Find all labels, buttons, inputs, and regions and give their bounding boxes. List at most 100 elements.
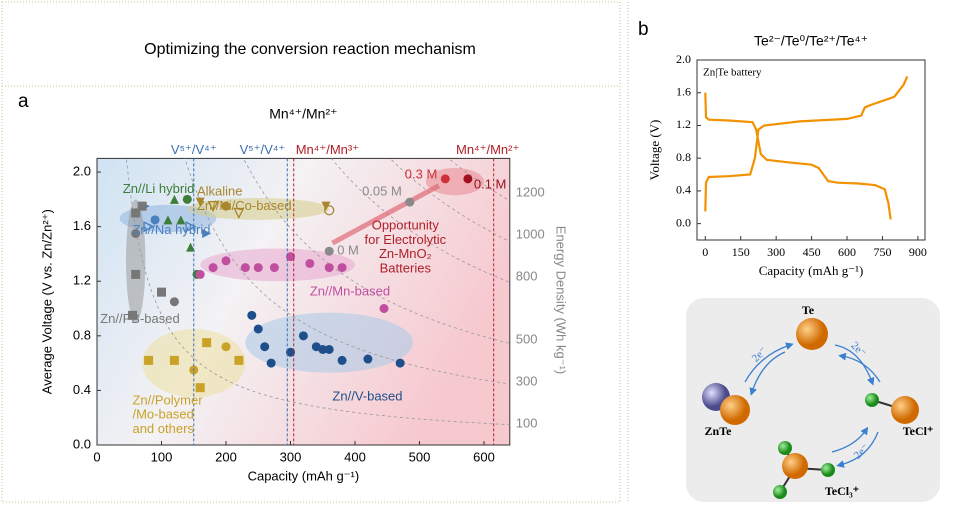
group-label: Zn//V-based bbox=[332, 389, 402, 404]
point bbox=[195, 269, 205, 279]
panel-label: a bbox=[18, 91, 29, 112]
annotation: Zn|Te battery bbox=[703, 67, 762, 79]
x-tick-label: 200 bbox=[215, 449, 237, 464]
y-axis-label: Voltage (V) bbox=[647, 120, 662, 181]
x-tick-label: 450 bbox=[803, 245, 821, 259]
energy-curve bbox=[125, 158, 510, 426]
y-tick-label: 0.4 bbox=[73, 382, 91, 397]
arrow bbox=[838, 352, 881, 383]
point bbox=[131, 228, 141, 238]
point bbox=[379, 304, 389, 314]
group-label: Zn//Polymer/Mo-based and others bbox=[132, 393, 203, 437]
atom bbox=[821, 463, 835, 477]
point bbox=[207, 201, 219, 213]
point bbox=[463, 174, 473, 184]
point bbox=[137, 201, 147, 211]
y-tick-label: 0.8 bbox=[676, 150, 691, 164]
atom bbox=[796, 318, 828, 350]
point bbox=[208, 263, 218, 273]
point-label: 0.3 M bbox=[405, 166, 438, 181]
point bbox=[337, 355, 347, 365]
atom bbox=[782, 453, 808, 479]
point bbox=[143, 221, 155, 233]
x-tick-label: 0 bbox=[702, 245, 708, 259]
x-tick-label: 0 bbox=[93, 449, 100, 464]
panel-label: b bbox=[638, 19, 649, 40]
node-label: TeCl₃⁺ bbox=[825, 484, 859, 498]
point bbox=[195, 383, 205, 393]
x-axis-label: Capacity (mAh g⁻¹) bbox=[248, 468, 360, 483]
node-label: ZnTe bbox=[705, 424, 733, 438]
reference-label: Mn⁴⁺/Mn²⁺ bbox=[456, 142, 519, 157]
energy-curve bbox=[243, 158, 510, 344]
curve bbox=[704, 92, 892, 220]
point bbox=[324, 205, 335, 216]
y-tick-label: 1.6 bbox=[676, 84, 691, 98]
reference-label: Mn⁴⁺/Mn³⁺ bbox=[296, 142, 359, 157]
diagram-box bbox=[686, 298, 940, 502]
reference-label: V⁵⁺/V⁴⁺ bbox=[171, 142, 217, 157]
point bbox=[337, 263, 347, 273]
x-tick-label: 100 bbox=[151, 449, 173, 464]
point bbox=[324, 246, 334, 256]
y-tick-label: 0.0 bbox=[676, 215, 691, 229]
y-axis-label: Average Voltage (V vs. Zn/Zn²⁺) bbox=[39, 209, 54, 394]
point bbox=[240, 263, 250, 273]
point bbox=[169, 194, 179, 204]
energy-curve bbox=[330, 158, 510, 283]
panel-border bbox=[1, 1, 621, 503]
group-label: Zn//Mn-based bbox=[310, 284, 390, 299]
point bbox=[195, 197, 205, 207]
point-label: 0.1 M bbox=[474, 176, 507, 191]
point bbox=[234, 355, 244, 365]
point bbox=[298, 331, 308, 341]
point-label: 0 M bbox=[337, 243, 359, 258]
plot-frame bbox=[696, 59, 926, 241]
x-tick-label: 150 bbox=[732, 245, 750, 259]
x-tick-label: 750 bbox=[873, 245, 891, 259]
point bbox=[131, 208, 141, 218]
point bbox=[395, 358, 405, 368]
group-region bbox=[126, 199, 146, 323]
node-label: TeCl⁺ bbox=[903, 424, 934, 438]
y-tick-label: 0.0 bbox=[73, 436, 91, 451]
point bbox=[169, 297, 179, 307]
point bbox=[163, 215, 173, 225]
point bbox=[221, 342, 231, 352]
arrow bbox=[331, 183, 441, 246]
point bbox=[185, 221, 197, 233]
point bbox=[269, 263, 279, 273]
point bbox=[253, 324, 263, 334]
energy-label: 1000 bbox=[516, 226, 545, 241]
point bbox=[318, 344, 328, 354]
arrow bbox=[834, 344, 875, 386]
y-tick-label: 0.8 bbox=[73, 327, 91, 342]
point bbox=[363, 354, 373, 364]
group-label: Zn//PB-based bbox=[100, 311, 180, 326]
atom bbox=[778, 441, 792, 455]
point bbox=[324, 263, 334, 273]
point bbox=[202, 228, 212, 238]
arrow bbox=[744, 342, 794, 383]
point bbox=[182, 194, 192, 204]
point bbox=[266, 358, 276, 368]
arrow bbox=[831, 426, 869, 453]
point bbox=[321, 201, 331, 211]
atom bbox=[720, 395, 750, 425]
atom bbox=[865, 393, 879, 407]
point bbox=[286, 252, 295, 262]
group-label: Alkaline Zn//Ni/Co-based bbox=[197, 184, 292, 213]
point bbox=[221, 256, 231, 266]
point bbox=[440, 174, 450, 184]
energy-label: 800 bbox=[516, 268, 538, 283]
point bbox=[247, 310, 257, 320]
x-tick-label: 300 bbox=[280, 449, 302, 464]
x-tick-label: 600 bbox=[838, 245, 856, 259]
curve bbox=[704, 75, 909, 212]
point bbox=[169, 355, 179, 365]
atom bbox=[773, 485, 787, 499]
energy-label: 500 bbox=[516, 331, 538, 346]
point bbox=[221, 201, 231, 211]
y-tick-label: 2.0 bbox=[73, 163, 91, 178]
point bbox=[176, 215, 186, 225]
